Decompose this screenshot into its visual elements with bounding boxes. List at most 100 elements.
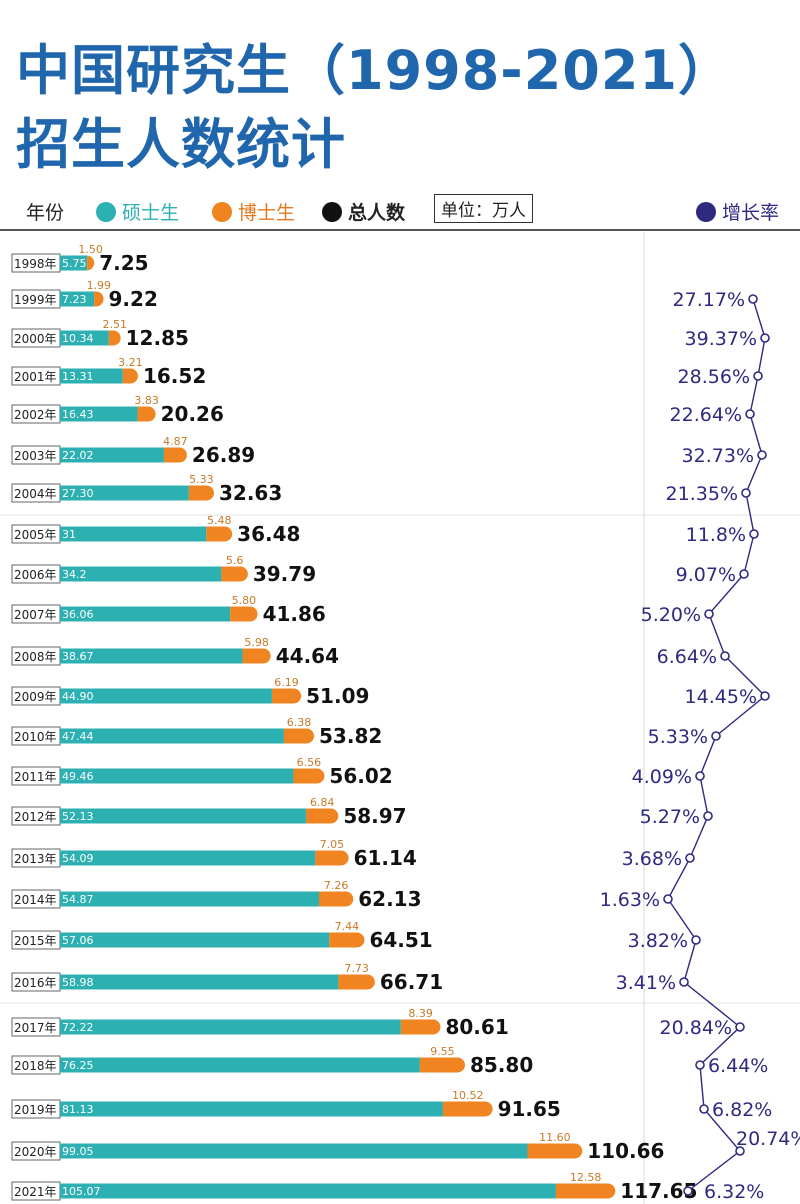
master-value-label: 36.06	[62, 608, 94, 621]
total-value-label: 39.79	[253, 562, 316, 586]
phd-value-label: 6.56	[297, 756, 322, 769]
legend: 年份 硕士生 博士生 总人数 单位：万人 增长率	[0, 192, 800, 228]
phd-value-label: 5.98	[244, 636, 269, 649]
year-label: 2002年	[14, 408, 57, 422]
master-value-label: 99.05	[62, 1145, 94, 1158]
phd-value-label: 8.39	[408, 1007, 433, 1020]
phd-bar	[338, 974, 375, 990]
year-label: 2001年	[14, 370, 57, 384]
phd-bar	[137, 406, 156, 422]
legend-master: 硕士生	[96, 198, 179, 225]
year-label: 1999年	[14, 293, 57, 307]
phd-value-label: 12.58	[570, 1171, 602, 1184]
total-value-label: 53.82	[319, 724, 382, 748]
growth-rate-point	[749, 529, 759, 539]
growth-rate-point	[704, 609, 714, 619]
year-label: 2018年	[14, 1059, 57, 1073]
legend-master-label: 硕士生	[122, 202, 180, 224]
total-value-label: 91.65	[498, 1097, 561, 1121]
phd-bar	[442, 1101, 493, 1117]
total-value-label: 58.97	[343, 804, 406, 828]
year-label: 2014年	[14, 893, 57, 907]
growth-rate-label: 3.41%	[616, 972, 676, 994]
year-label: 2020年	[14, 1145, 57, 1159]
growth-rate-point	[760, 333, 770, 343]
total-value-label: 64.51	[369, 928, 432, 952]
growth-rate-label: 28.56%	[678, 366, 750, 388]
phd-value-label: 7.44	[335, 920, 360, 933]
year-label: 2000年	[14, 332, 57, 346]
total-value-label: 85.80	[470, 1053, 533, 1077]
phd-bar	[188, 485, 215, 501]
master-bar	[60, 330, 109, 346]
phd-value-label: 7.05	[320, 838, 345, 851]
growth-rate-label: 20.74%	[736, 1128, 800, 1150]
master-value-label: 5.75	[62, 257, 87, 270]
year-label: 2007年	[14, 608, 57, 622]
phd-value-label: 1.50	[78, 243, 103, 256]
phd-bar	[221, 566, 248, 582]
growth-rate-label: 39.37%	[685, 328, 757, 350]
growth-rate-point	[695, 1060, 705, 1070]
year-label: 2006年	[14, 568, 57, 582]
master-bar	[60, 891, 319, 907]
total-value-label: 61.14	[354, 846, 417, 870]
master-value-label: 31	[62, 528, 76, 541]
phd-value-label: 4.87	[163, 435, 188, 448]
growth-rate-label: 5.20%	[641, 604, 701, 626]
phd-value-label: 3.83	[134, 394, 159, 407]
title-line-1: 中国研究生（1998-2021）	[16, 39, 733, 102]
master-value-label: 47.44	[62, 730, 94, 743]
growth-rate-label: 11.8%	[686, 524, 746, 546]
phd-value-label: 9.55	[430, 1045, 455, 1058]
master-value-label: 10.34	[62, 332, 94, 345]
growth-rate-point	[711, 731, 721, 741]
phd-swatch-icon	[212, 201, 232, 222]
legend-rate-label: 增长率	[722, 202, 780, 224]
legend-total: 总人数	[322, 198, 405, 225]
growth-rate-point	[685, 853, 695, 863]
phd-value-label: 6.19	[274, 676, 299, 689]
master-value-label: 22.02	[62, 449, 94, 462]
master-bar	[60, 566, 222, 582]
total-value-label: 66.71	[380, 970, 443, 994]
legend-year-label: 年份	[26, 202, 65, 224]
phd-bar	[163, 447, 187, 463]
master-bar	[60, 447, 164, 463]
phd-value-label: 6.38	[287, 716, 312, 729]
phd-bar	[400, 1019, 441, 1035]
total-value-label: 7.25	[99, 251, 148, 275]
phd-value-label: 5.80	[232, 594, 257, 607]
growth-rate-label: 27.17%	[673, 289, 745, 311]
legend-total-label: 总人数	[348, 202, 406, 224]
phd-bar	[206, 526, 233, 542]
phd-bar	[271, 688, 302, 704]
master-value-label: 72.22	[62, 1021, 94, 1034]
growth-rate-point	[691, 935, 701, 945]
master-value-label: 7.23	[62, 293, 87, 306]
master-bar	[60, 1019, 401, 1035]
phd-bar	[318, 891, 354, 907]
year-label: 1998年	[14, 257, 57, 271]
phd-bar	[419, 1057, 465, 1073]
master-bar	[60, 688, 272, 704]
phd-bar	[555, 1183, 616, 1199]
year-label: 2016年	[14, 976, 57, 990]
total-value-label: 16.52	[143, 364, 206, 388]
master-value-label: 54.87	[62, 893, 94, 906]
phd-value-label: 5.48	[207, 514, 232, 527]
year-label: 2017年	[14, 1021, 57, 1035]
growth-rate-label: 20.84%	[660, 1017, 732, 1039]
master-bar	[60, 1183, 556, 1199]
growth-rate-label: 5.33%	[648, 726, 708, 748]
master-bar	[60, 728, 284, 744]
growth-rate-label: 6.44%	[708, 1055, 768, 1077]
growth-rate-point	[741, 488, 751, 498]
growth-rate-label: 4.09%	[632, 766, 692, 788]
growth-rate-label: 6.64%	[657, 646, 717, 668]
title-line-2: 招生人数统计	[16, 113, 346, 176]
master-bar	[60, 291, 95, 307]
master-value-label: 54.09	[62, 852, 94, 865]
master-bar	[60, 808, 307, 824]
phd-bar	[122, 368, 138, 384]
